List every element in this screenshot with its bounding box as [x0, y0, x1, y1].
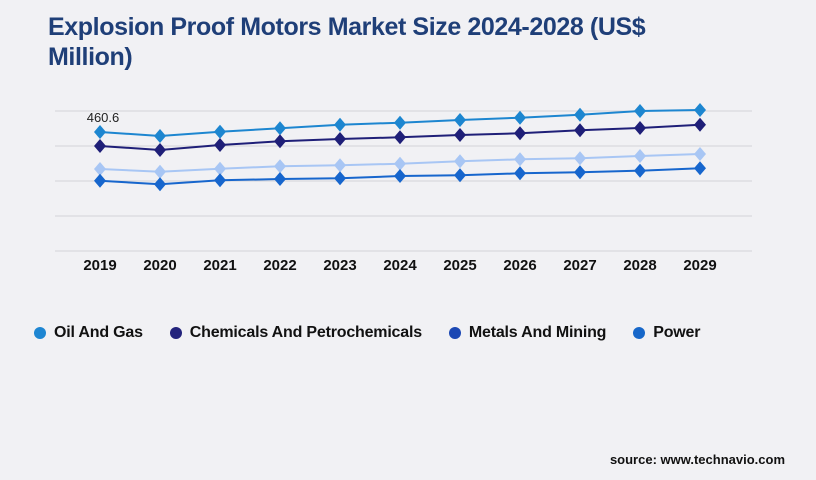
x-axis-label: 2023 — [323, 257, 356, 274]
data-point-marker-power — [154, 177, 166, 192]
data-point-marker-oil-and-gas — [334, 117, 346, 132]
data-point-label: 460.6 — [87, 110, 120, 125]
data-point-marker-power — [274, 172, 286, 186]
x-axis-label: 2029 — [683, 257, 716, 274]
data-point-marker-power — [454, 168, 466, 183]
data-point-marker-power — [694, 161, 706, 176]
x-axis-label: 2020 — [143, 257, 176, 274]
legend-dot-icon — [448, 327, 461, 339]
x-axis-label: 2027 — [563, 257, 596, 274]
data-point-marker-chemicals-and-petrochemicals — [154, 143, 166, 157]
data-point-marker-power — [634, 163, 646, 178]
legend-label: Oil And Gas — [54, 324, 143, 341]
x-axis-label: 2022 — [263, 257, 296, 274]
legend-item-metals-and-mining: Metals And Mining — [448, 324, 607, 342]
data-point-marker-oil-and-gas — [214, 124, 226, 139]
data-point-marker-oil-and-gas — [454, 113, 466, 127]
data-point-marker-chemicals-and-petrochemicals — [214, 138, 226, 152]
source-caption: source: www.technavio.com — [609, 452, 785, 467]
x-axis-label: 2021 — [203, 257, 236, 274]
data-point-marker-chemicals-and-petrochemicals — [574, 123, 586, 138]
data-point-marker-oil-and-gas — [574, 107, 586, 122]
data-point-marker-oil-and-gas — [634, 104, 646, 118]
data-point-marker-metals-and-mining — [394, 156, 406, 171]
data-point-marker-oil-and-gas — [514, 110, 526, 125]
data-point-marker-chemicals-and-petrochemicals — [94, 139, 106, 153]
data-point-marker-metals-and-mining — [94, 162, 106, 176]
x-axis-label: 2026 — [503, 257, 536, 274]
data-point-marker-oil-and-gas — [94, 125, 106, 139]
data-point-marker-power — [214, 173, 226, 188]
data-point-marker-metals-and-mining — [634, 149, 646, 163]
data-point-marker-power — [94, 173, 106, 188]
data-point-marker-chemicals-and-petrochemicals — [334, 132, 346, 146]
data-point-marker-metals-and-mining — [214, 161, 226, 176]
data-point-marker-metals-and-mining — [514, 152, 526, 167]
legend-label: Power — [653, 324, 701, 341]
data-point-marker-metals-and-mining — [154, 164, 166, 179]
x-axis-label: 2019 — [83, 257, 116, 274]
data-point-marker-chemicals-and-petrochemicals — [394, 130, 406, 145]
data-point-marker-metals-and-mining — [334, 158, 346, 173]
legend-item-power: Power — [633, 324, 700, 342]
data-point-marker-power — [394, 169, 406, 183]
data-point-marker-chemicals-and-petrochemicals — [514, 126, 526, 141]
data-point-marker-metals-and-mining — [694, 147, 706, 161]
legend-item-chemicals-and-petrochemicals: Chemicals And Petrochemicals — [169, 324, 422, 342]
x-axis-label: 2028 — [623, 257, 656, 274]
data-point-marker-metals-and-mining — [454, 154, 466, 169]
legend-dot-icon — [633, 327, 646, 339]
x-axis-label: 2025 — [443, 257, 476, 274]
data-point-marker-chemicals-and-petrochemicals — [274, 134, 286, 149]
data-point-marker-metals-and-mining — [274, 159, 286, 174]
data-point-marker-oil-and-gas — [274, 121, 286, 136]
chart-title: Explosion Proof Motors Market Size 2024-… — [48, 13, 646, 71]
data-point-marker-oil-and-gas — [154, 129, 166, 143]
x-axis-label: 2024 — [383, 257, 417, 274]
legend-label: Metals And Mining — [468, 324, 607, 341]
data-point-marker-chemicals-and-petrochemicals — [694, 117, 706, 132]
data-point-marker-power — [334, 171, 346, 186]
chart-legend: Oil And Gas Chemicals And Petrochemicals M… — [34, 324, 700, 342]
legend-item-oil-and-gas: Oil And Gas — [34, 324, 143, 342]
legend-dot-icon — [34, 327, 46, 339]
data-point-marker-chemicals-and-petrochemicals — [634, 121, 646, 135]
data-point-marker-oil-and-gas — [694, 103, 706, 117]
data-point-marker-chemicals-and-petrochemicals — [454, 128, 466, 142]
data-point-marker-power — [514, 166, 526, 181]
data-point-marker-oil-and-gas — [394, 115, 406, 130]
data-point-marker-power — [574, 165, 586, 180]
data-point-marker-metals-and-mining — [574, 151, 586, 166]
legend-label: Chemicals And Petrochemicals — [189, 324, 422, 341]
legend-dot-icon — [169, 327, 182, 339]
